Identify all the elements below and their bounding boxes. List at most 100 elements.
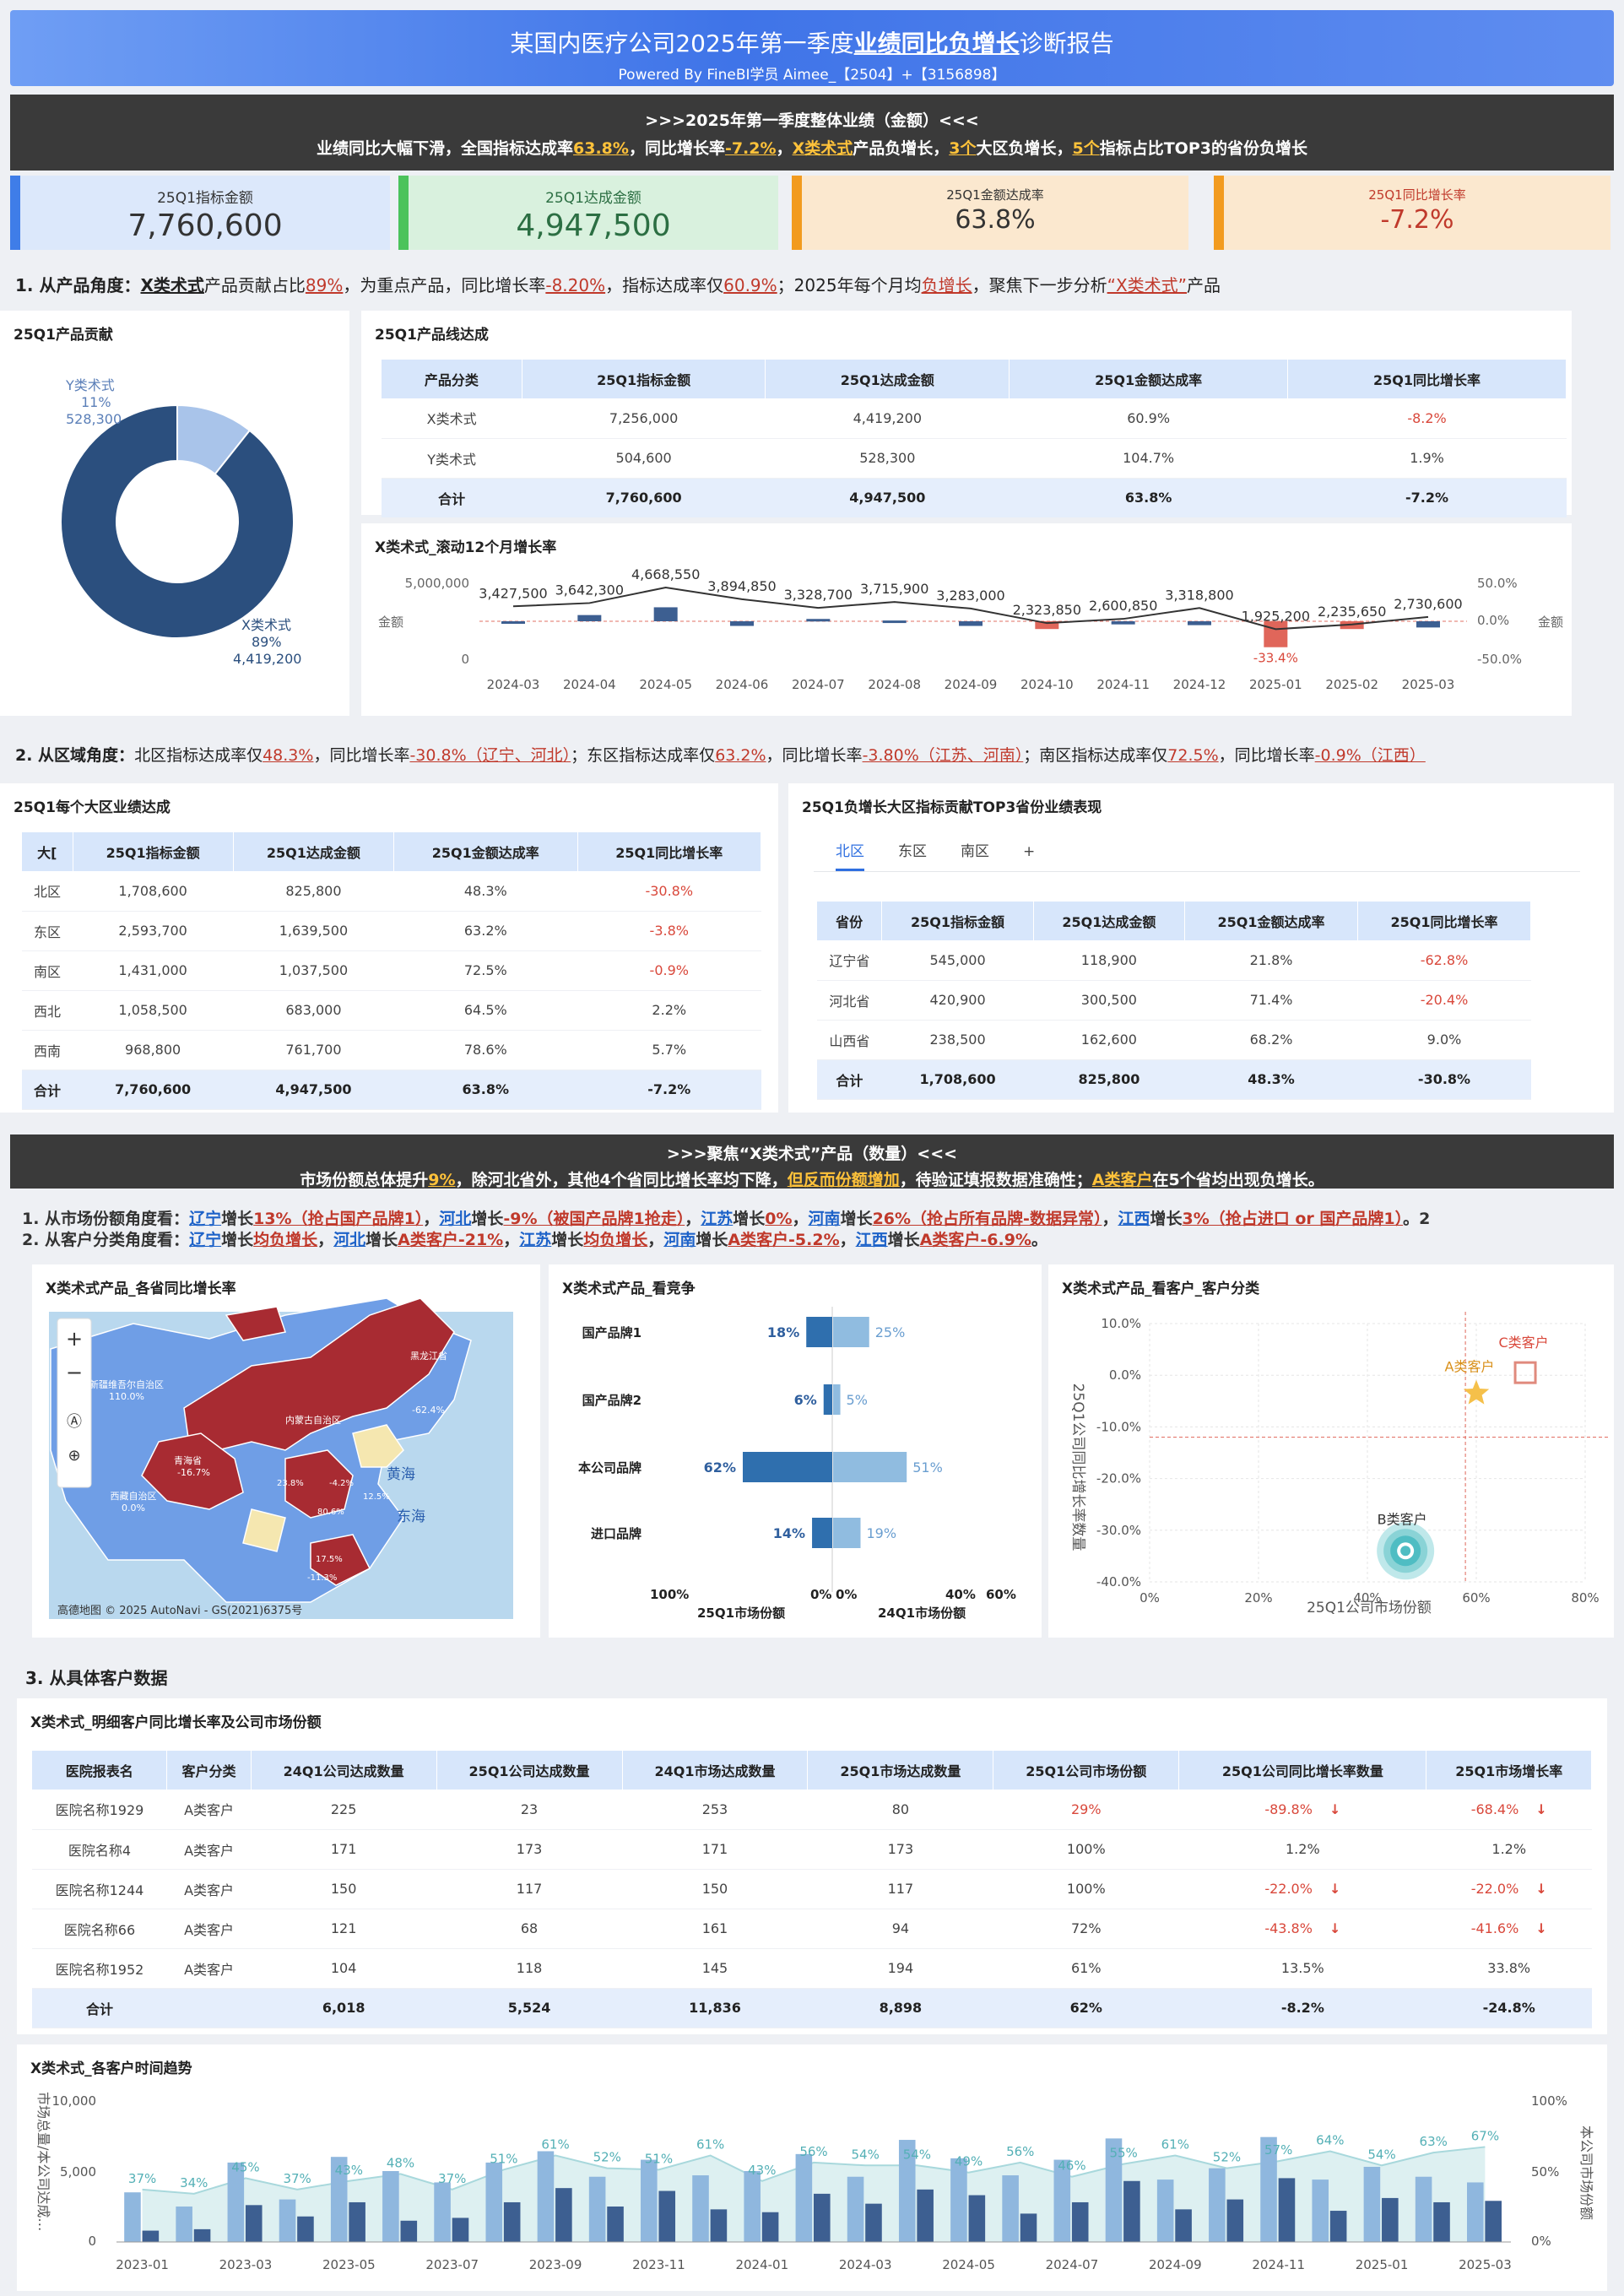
y-tick: -20.0% [1096, 1471, 1141, 1486]
table-cell: 63.8% [393, 1069, 578, 1110]
table-row: X类术式 7,256,000 4,419,200 60.9% -8.2% [382, 398, 1567, 439]
zoom-out-button[interactable]: − [66, 1361, 83, 1384]
market-total-bar [950, 2158, 967, 2242]
table-cell: -8.2% [1287, 398, 1567, 439]
share-label: 63% [1420, 2134, 1448, 2149]
table-cell: A类客户 [166, 1869, 252, 1909]
kpi-value: -7.2% [1380, 205, 1454, 235]
table-row: 北区 1,708,600 825,800 48.3% -30.8% [22, 871, 761, 912]
table-cell: 辽宁省 [817, 940, 882, 981]
table-cell: 72% [993, 1909, 1179, 1949]
add-tab-button[interactable]: + [1023, 843, 1036, 860]
note-segment: ， [423, 1210, 440, 1228]
table-cell: 医院名称66 [32, 1909, 167, 1949]
share-25q1-label: 14% [773, 1525, 805, 1541]
share-label: 61% [541, 2137, 569, 2152]
rolling-panel: X类术式_滚动12个月增长率 金额 金额 5,000,000 0 50.0% 0… [361, 523, 1572, 716]
table-cell: 山西省 [817, 1020, 882, 1060]
column-header: 产品分类 [382, 360, 522, 398]
table-cell: 1,037,500 [233, 950, 394, 991]
company-achieved-bar [1071, 2201, 1089, 2242]
map-label-tibet: 西藏自治区 [111, 1490, 157, 1502]
y2-tick: 0% [1531, 2234, 1551, 2249]
kpi-card: 25Q1达成金额 4,947,500 [398, 176, 778, 250]
column-header: 25Q1达成金额 [233, 832, 395, 871]
region-panel: 25Q1每个大区业绩达成 大[25Q1指标金额 25Q1达成金额 25Q1金额达成率… [0, 783, 778, 1113]
market-total-bar [898, 2140, 916, 2242]
company-achieved-bar [1175, 2209, 1192, 2242]
table-row: 辽宁省 545,000 118,900 21.8% -62.8% [817, 940, 1531, 981]
x-tick: 2024-05 [639, 677, 692, 692]
c-client-square-icon [1513, 1361, 1537, 1384]
report-subtitle: Powered By FineBI学员 Aimee_【2504】+【315689… [618, 67, 1006, 84]
table-cell: 118,900 [1033, 940, 1185, 981]
table-cell: 5.7% [577, 1030, 761, 1070]
mouse-icon[interactable]: ⊕ [68, 1447, 80, 1465]
share-25q1-bar [806, 1317, 832, 1347]
table-cell: 北区 [22, 871, 73, 912]
table-cell: 合计 [817, 1059, 882, 1100]
market-total-bar [227, 2162, 245, 2242]
table-cell: 121 [251, 1909, 437, 1949]
x-tick: 2024-07 [1046, 2257, 1099, 2272]
market-total-bar [330, 2157, 348, 2242]
section-2-text: 2. 从区域角度：北区指标达成率仅48.3%，同比增长率-30.8%（辽宁、河北… [15, 746, 1426, 765]
section-3-title: 3. 从具体客户数据 [25, 1668, 168, 1688]
table-cell: 9.0% [1357, 1020, 1531, 1060]
tab-south[interactable]: 南区 [961, 843, 989, 860]
company-achieved-bar [658, 2190, 676, 2242]
table-cell: 100% [993, 1869, 1179, 1909]
note-segment: 增长 [471, 1210, 504, 1228]
growth-bar [1035, 621, 1059, 630]
share-label: 51% [490, 2151, 517, 2166]
y-tick: -10.0% [1096, 1419, 1141, 1434]
column-header: 24Q1公司达成数量 [251, 1751, 437, 1790]
share-label: 45% [231, 2159, 259, 2174]
table-cell: 173 [807, 1829, 993, 1870]
note-segment: A类客户-21% [398, 1231, 504, 1249]
growth-bar [730, 621, 754, 626]
table-cell: -43.8% ↓ [1178, 1909, 1426, 1949]
note-segment: ， [839, 1231, 856, 1249]
table-header-row: 医院报表名 客户分类 24Q1公司达成数量 25Q1公司达成数量 24Q1市场达成数量 2… [32, 1751, 1592, 1790]
table-cell: -3.8% [577, 911, 761, 951]
tab-north[interactable]: 北区 [836, 839, 864, 871]
column-header: 省份 [817, 902, 883, 940]
table-cell: 1.9% [1287, 438, 1567, 479]
customer-panel: X类术式_明细客户同比增长率及公司市场份额 医院报表名 客户分类 24Q1公司达成数… [17, 1698, 1607, 2034]
map-value-gansu: 23.8% [277, 1479, 304, 1488]
summary-heading: >>>2025年第一季度整体业绩（金额）<<< [645, 111, 979, 130]
y-tick: 0.0% [1109, 1367, 1141, 1383]
x-tick: 60% [986, 1587, 1016, 1602]
y-tick: 5,000 [60, 2164, 96, 2180]
table-header-row: 产品分类 25Q1指标金额 25Q1达成金额 25Q1金额达成率 25Q1同比增长率 [382, 360, 1567, 398]
note-segment: 3%（抢占进口 or 国产品牌1） [1182, 1210, 1404, 1228]
product-contribution-panel: 25Q1产品贡献 Y类术式 11% 528,300 X类术式 89% 4,419… [0, 311, 349, 716]
compass-icon[interactable]: Ⓐ [67, 1413, 82, 1431]
table-cell: 161 [622, 1909, 808, 1949]
panel-title: X类术式产品_各省同比增长率 [46, 1281, 236, 1297]
amount-label: 3,894,850 [707, 578, 776, 594]
share-25q1-label: 6% [794, 1392, 817, 1408]
report-banner: 某国内医疗公司2025年第一季度业绩同比负增长诊断报告 Powered By F… [10, 10, 1614, 86]
y2-tick: -50.0% [1477, 652, 1522, 667]
table-cell: A类客户 [166, 1790, 252, 1830]
share-25q1-label: 62% [704, 1459, 736, 1476]
table-row: 河北省 420,900 300,500 71.4% -20.4% [817, 980, 1531, 1021]
tab-east[interactable]: 东区 [898, 843, 927, 860]
x-tick: 2023-05 [322, 2257, 376, 2272]
x-axis-label-right: 24Q1市场份额 [878, 1606, 966, 1621]
column-header: 客户分类 [166, 1751, 252, 1790]
panel-title: X类术式_明细客户同比增长率及公司市场份额 [30, 1714, 322, 1731]
column-header: 25Q1公司市场份额 [993, 1751, 1180, 1790]
table-cell: 145 [622, 1948, 808, 1989]
company-achieved-bar [1278, 2178, 1296, 2242]
zoom-in-button[interactable]: + [66, 1327, 83, 1351]
down-arrow-icon: ↓ [1329, 1801, 1341, 1817]
province-map[interactable]: 新疆维吾尔自治区 110.0% 西藏自治区 0.0% 内蒙古自治区 青海省 -1… [32, 1264, 540, 1638]
x-tick: 100% [650, 1587, 689, 1602]
panel-title: X类术式产品_看客户_客户分类 [1062, 1281, 1260, 1297]
table-cell: 5,524 [436, 1988, 623, 2028]
y-tick: 10,000 [52, 2093, 97, 2109]
region-table: 大[25Q1指标金额 25Q1达成金额 25Q1金额达成率 25Q1同比增长率 北区 1,… [22, 832, 762, 1110]
